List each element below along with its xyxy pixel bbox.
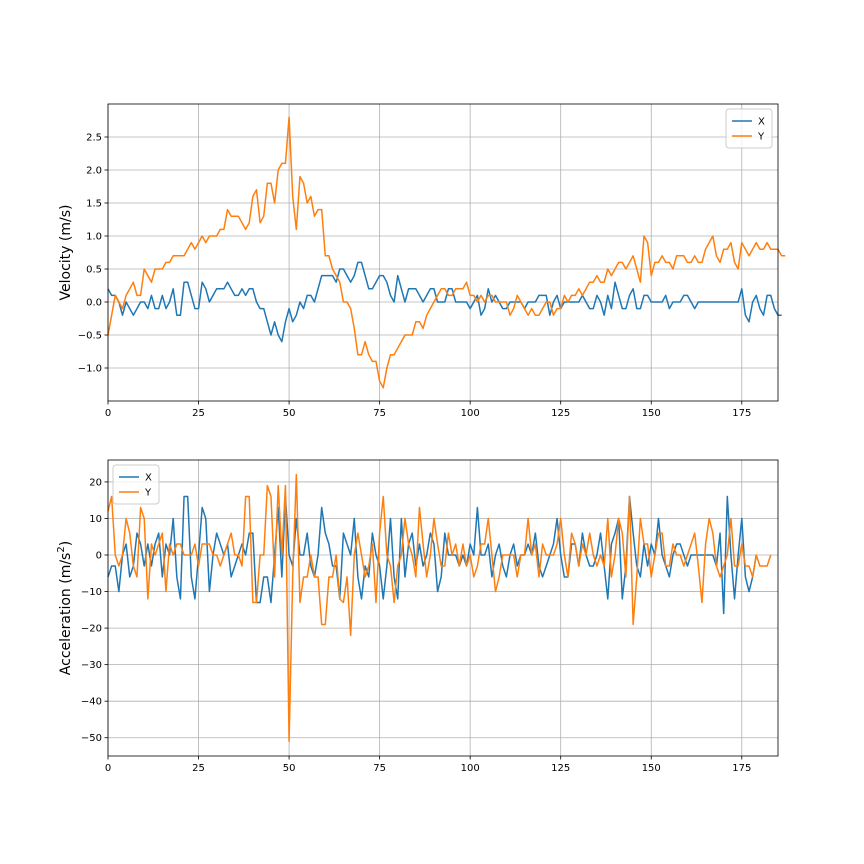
y-tick-label: −40 — [81, 697, 102, 708]
y-tick-label: −20 — [81, 624, 102, 635]
acceleration-chart: 0 25 50 75 100 125 150 175 −50 −40 −30 −20 −10 0 10 20 A… — [56, 459, 779, 774]
x-tick-label: 0 — [105, 763, 111, 774]
axes-frame — [107, 459, 779, 757]
x-tick-label: 125 — [551, 763, 570, 774]
y-tick-label: −1.0 — [78, 364, 102, 375]
y-axis-label: Acceleration (m/s2) — [56, 541, 74, 675]
legend: XY — [112, 464, 160, 505]
legend: XY — [725, 108, 773, 149]
y-tick-label: 1.0 — [86, 232, 102, 243]
legend-box — [112, 464, 160, 505]
y-tick-label: −50 — [81, 733, 102, 744]
velocity-chart: 0 25 50 75 100 125 150 175 −1.0 −0.5 0.0 0.5 1.0 1.5 2… — [58, 103, 786, 419]
legend-label-x: X — [758, 117, 765, 128]
y-tick-label: 1.5 — [86, 199, 102, 210]
series-line-y — [107, 473, 772, 743]
x-tick-label: 50 — [283, 763, 296, 774]
x-tick-label: 75 — [373, 408, 386, 419]
x-tick-label: 100 — [461, 763, 480, 774]
x-tick-label: 150 — [642, 763, 661, 774]
x-tick-label: 0 — [105, 408, 111, 419]
legend-label-x: X — [145, 473, 152, 484]
y-tick-label: 2.5 — [86, 133, 102, 144]
x-tick-label: 100 — [461, 408, 480, 419]
x-tick-label: 125 — [551, 408, 570, 419]
y-tick-label: 10 — [89, 514, 102, 525]
y-tick-label: −10 — [81, 587, 102, 598]
legend-label-y: Y — [757, 132, 765, 143]
legend-label-y: Y — [144, 488, 152, 499]
x-tick-label: 25 — [192, 408, 205, 419]
y-tick-label: 0.5 — [86, 265, 102, 276]
series-line-x — [107, 261, 782, 343]
plot-area — [108, 104, 778, 401]
axes-frame — [107, 103, 779, 402]
x-tick-label: 25 — [192, 763, 205, 774]
x-tick-label: 75 — [373, 763, 386, 774]
y-tick-label: −0.5 — [78, 331, 102, 342]
x-tick-label: 50 — [283, 408, 296, 419]
x-tick-label: 175 — [732, 408, 751, 419]
y-tick-label: 20 — [89, 477, 102, 488]
x-tick-label: 150 — [642, 408, 661, 419]
plot-area — [108, 460, 778, 756]
legend-box — [725, 108, 773, 149]
y-tick-label: 0.0 — [86, 298, 102, 309]
y-tick-label: 2.0 — [86, 166, 102, 177]
y-tick-label: −30 — [81, 660, 102, 671]
x-tick-label: 175 — [732, 763, 751, 774]
y-tick-label: 0 — [96, 551, 102, 562]
series-line-y — [107, 116, 786, 389]
y-axis-label: Velocity (m/s) — [58, 205, 74, 301]
